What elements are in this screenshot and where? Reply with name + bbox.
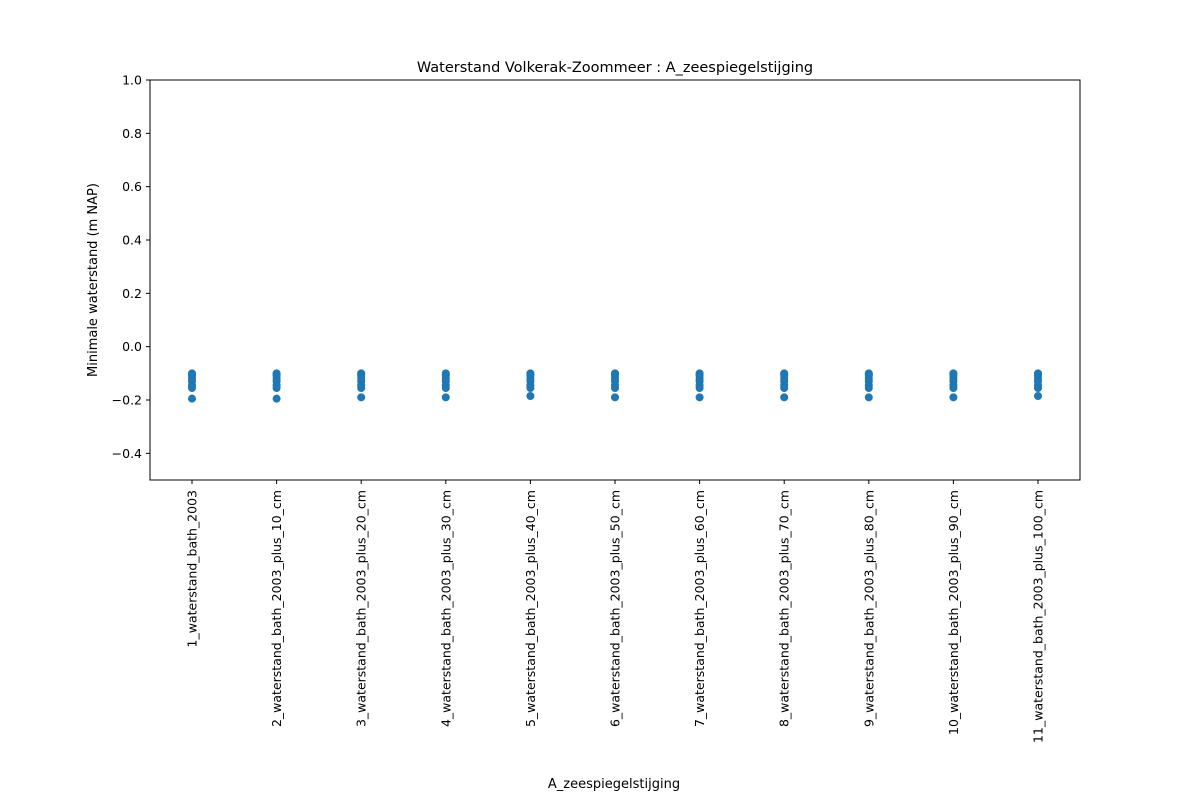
data-points [188,369,1042,403]
y-axis-label: Minimale waterstand (m NAP) [86,183,101,377]
x-tick-label: 2_waterstand_bath_2003_plus_10_cm [269,490,284,727]
y-tick-label: 1.0 [122,73,142,88]
data-point [611,384,619,392]
data-point [780,393,789,402]
data-point [864,384,873,392]
data-point [526,384,535,392]
x-tick-label: 7_waterstand_bath_2003_plus_60_cm [692,490,707,727]
data-point [526,392,535,400]
y-tick-label: 0.2 [122,286,142,301]
data-point [949,393,958,402]
x-tick-label: 1_waterstand_bath_2003 [185,490,200,647]
y-tick-label: 0.0 [122,339,142,354]
data-point [1034,384,1042,392]
data-point [441,393,450,402]
data-point [1034,392,1042,400]
data-point [272,384,281,392]
data-point [695,384,704,392]
y-tick-label: 0.6 [122,179,142,194]
y-tick-label: −0.2 [112,393,142,408]
y-tick-label: −0.4 [112,446,142,461]
x-tick-label: 6_waterstand_bath_2003_plus_50_cm [608,490,623,727]
x-tick-label: 9_waterstand_bath_2003_plus_80_cm [861,490,876,727]
y-tick-label: 0.4 [122,233,142,248]
chart-title: Waterstand Volkerak-Zoommeer : A_zeespie… [417,60,813,76]
data-point [695,393,704,402]
data-point [949,384,958,392]
x-tick-label: 8_waterstand_bath_2003_plus_70_cm [777,490,792,727]
x-tick-label: 3_waterstand_bath_2003_plus_20_cm [354,490,369,727]
y-tick-label: 0.8 [122,126,142,141]
data-point [780,384,789,392]
data-point [188,394,196,403]
x-tick-label: 11_waterstand_bath_2003_plus_100_cm [1031,490,1046,743]
x-tick-label: 5_waterstand_bath_2003_plus_40_cm [523,490,538,727]
data-point [864,393,873,402]
data-point [188,384,196,392]
x-axis-label: A_zeespiegelstijging [548,777,680,792]
plot-area-frame [149,79,1081,481]
data-point [357,384,366,392]
x-tick-label: 4_waterstand_bath_2003_plus_30_cm [438,490,453,727]
y-axis-ticks: −0.4 −0.2 0.0 0.2 0.4 0.6 0.8 1.0 [112,73,150,461]
data-point [611,393,619,402]
data-point [272,394,281,403]
x-axis-ticks: 1_waterstand_bath_2003 2_waterstand_bath_… [185,480,1046,743]
data-point [357,393,366,402]
data-point [441,384,450,392]
x-tick-label: 10_waterstand_bath_2003_plus_90_cm [946,490,961,735]
